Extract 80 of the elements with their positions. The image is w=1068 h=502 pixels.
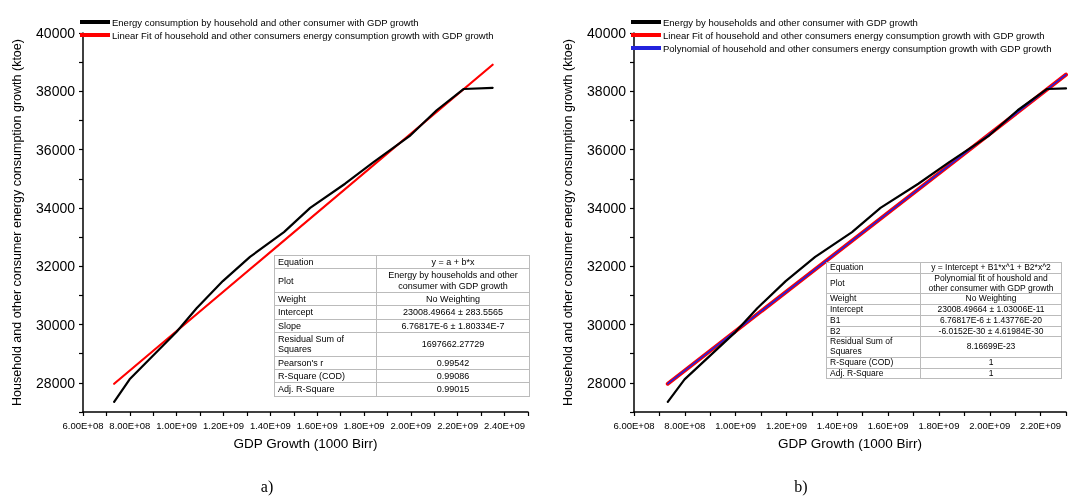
text: b) [793, 478, 809, 496]
x-tick-label: 8.00E+08 [664, 419, 706, 431]
annotation: 6.76817E-6 ± 1.43776E-20 [920, 314, 1062, 327]
annotation: R-Square (COD) [274, 369, 377, 383]
annotation: Plot [826, 273, 921, 294]
annotation: No Weighting [920, 293, 1062, 305]
annotation: Plot [274, 268, 377, 293]
legend-label: Linear Fit of household and other consumers energy consumption growth with GDP growth [663, 29, 1045, 41]
annotation: B2 [826, 325, 921, 337]
annotation: 23008.49664 ± 283.5565 [376, 305, 530, 320]
x-tick-label: 8.00E+08 [109, 419, 151, 431]
annotation: 0.99015 [376, 382, 530, 397]
annotation: 0.99086 [376, 369, 530, 383]
annotation: Slope [274, 319, 377, 333]
y-tick-label: 36000 [36, 141, 76, 158]
x-tick-label: 1.40E+09 [249, 419, 291, 431]
x-tick-label: 2.40E+09 [484, 419, 526, 431]
annotation: y = Intercept + B1*x^1 + B2*x^2 [920, 262, 1062, 274]
annotation: Equation [274, 255, 377, 269]
annotation: -6.0152E-30 ± 4.61984E-30 [920, 325, 1062, 337]
annotation: Adj. R-Square [826, 367, 921, 379]
text: a) [259, 478, 275, 496]
y-axis-title: Household and other consumer energy consumption growth (ktoe) [560, 39, 575, 406]
legend-label: Energy consumption by household and other consumer with GDP growth [112, 16, 419, 28]
y-tick-label: 36000 [587, 141, 627, 158]
x-tick-label: 1.40E+09 [816, 419, 858, 431]
annotation: Weight [826, 293, 921, 305]
annotation: 6.76817E-6 ± 1.80334E-7 [376, 319, 530, 333]
annotation: 0.99542 [376, 356, 530, 370]
y-tick-label: 38000 [36, 83, 76, 100]
annotation: Residual Sum of Squares [274, 332, 377, 357]
annotation: R-Square (COD) [826, 356, 921, 369]
x-tick-label: 1.00E+09 [715, 419, 757, 431]
y-tick-label: 40000 [36, 25, 76, 41]
x-tick-label: 1.00E+09 [156, 419, 198, 431]
x-tick-label: 2.00E+09 [969, 419, 1011, 431]
x-tick-label: 2.00E+09 [390, 419, 432, 431]
x-tick-label: 1.60E+09 [867, 419, 909, 431]
annotation: B1 [826, 314, 921, 327]
annotation: 1 [920, 367, 1062, 379]
annotation: 8.16699E-23 [920, 336, 1062, 358]
annotation: Pearson's r [274, 356, 377, 370]
annotation: Polynomial fit of houshold and other consumer with GDP growth [920, 272, 1062, 294]
x-tick-label: 6.00E+08 [613, 419, 655, 431]
annotation: Weight [274, 292, 377, 306]
x-tick-label: 1.80E+09 [918, 419, 960, 431]
x-tick-label: 1.60E+09 [296, 419, 338, 431]
x-tick-label: 1.20E+09 [203, 419, 244, 431]
y-tick-label: 34000 [36, 199, 76, 216]
y-tick-label: 32000 [587, 258, 627, 275]
x-tick-label: 6.00E+08 [62, 419, 104, 431]
legend-label: Linear Fit of household and other consumers energy consumption growth with GDP growth [112, 29, 494, 41]
annotation: y = a + b*x [376, 255, 530, 269]
annotation: No Weighting [376, 292, 530, 306]
annotation: 1697662.27729 [376, 332, 530, 357]
x-axis-title: GDP Growth (1000 Birr) [233, 435, 378, 451]
annotation: Residual Sum of Squares [826, 336, 921, 358]
x-axis-title: GDP Growth (1000 Birr) [778, 435, 922, 451]
y-tick-label: 28000 [587, 374, 627, 391]
y-tick-label: 32000 [36, 258, 76, 275]
x-tick-label: 2.20E+09 [437, 419, 479, 431]
annotation: 23008.49664 ± 1.03006E-11 [920, 304, 1062, 316]
y-tick-label: 28000 [36, 374, 76, 391]
y-axis-title: Household and other consumer energy consumption growth (ktoe) [9, 39, 24, 406]
legend-label: Energy by households and other consumer with GDP growth [663, 16, 918, 28]
annotation: 1 [920, 356, 1062, 369]
x-tick-label: 2.20E+09 [1020, 419, 1062, 431]
y-tick-label: 38000 [587, 83, 627, 100]
annotation: Equation [826, 262, 921, 274]
legend-label: Polynomial of household and other consumers energy consumption growth with GDP growth [663, 42, 1052, 54]
annotation: Adj. R-Square [274, 382, 377, 397]
annotation: Intercept [826, 304, 921, 316]
x-tick-label: 1.20E+09 [765, 419, 807, 431]
annotation: Energy by households and other consumer with GDP growth [376, 268, 530, 293]
x-tick-label: 1.80E+09 [343, 419, 385, 431]
y-tick-label: 30000 [36, 316, 76, 333]
y-tick-label: 34000 [587, 199, 627, 216]
y-tick-label: 40000 [587, 25, 627, 41]
annotation: Intercept [274, 305, 377, 320]
y-tick-label: 30000 [587, 316, 627, 333]
